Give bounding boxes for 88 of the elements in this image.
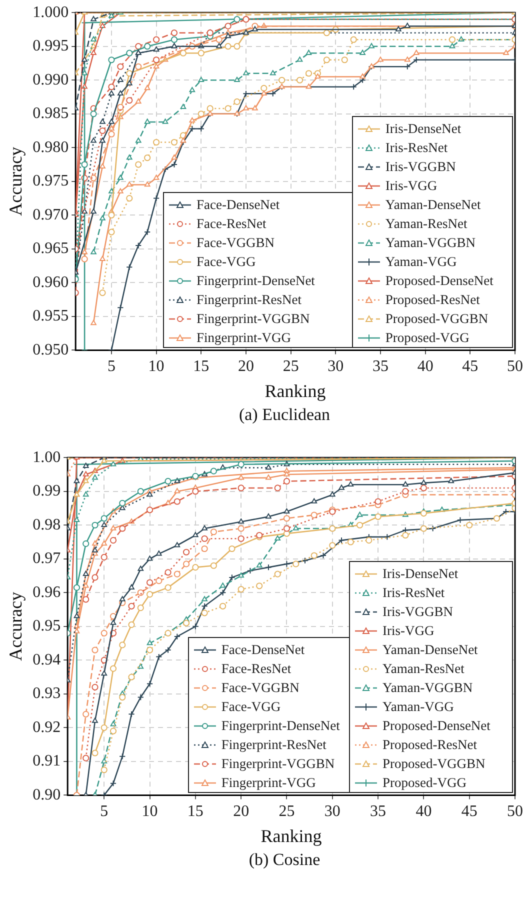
y-tick-label: 0.955 (32, 308, 69, 325)
x-tick-label: 10 (148, 358, 164, 376)
legend-label: Proposed-VGGBN (385, 310, 488, 327)
legend-label: Iris-DenseNet (382, 566, 458, 582)
legend-label: Proposed-ResNet (382, 736, 477, 753)
y-tick-label: 0.990 (32, 71, 69, 88)
legend-label: Yaman-VGGBN (385, 234, 476, 251)
y-tick-label: 1.000 (32, 4, 69, 21)
y-tick-label: 0.91 (32, 752, 61, 770)
legend-label: Yaman-VGGBN (382, 680, 473, 696)
legend-label: Face-DenseNet (221, 642, 305, 658)
legend-label: Yaman-DenseNet (385, 196, 481, 213)
x-tick-label: 35 (370, 803, 386, 820)
y-tick-label: 0.96 (32, 584, 61, 601)
legend-label: Proposed-VGGBN (382, 756, 486, 772)
y-tick-label: 0.995 (32, 38, 69, 55)
y-tick-label: 0.98 (32, 516, 61, 534)
legend-label: Proposed-VGG (385, 330, 470, 346)
x-tick-label: 40 (416, 803, 432, 820)
x-tick-label: 5 (107, 358, 116, 376)
y-tick-label: 0.97 (32, 550, 61, 568)
y-tick-label: 0.99 (32, 482, 61, 500)
legend-label: Iris-VGGBN (385, 158, 456, 175)
legend-label: Fingerprint-VGGBN (221, 756, 335, 772)
y-tick-label: 0.960 (32, 274, 69, 291)
y-tick-label: 0.965 (32, 240, 69, 258)
x-tick-label: 15 (193, 358, 210, 376)
y-tick-label: 0.95 (32, 618, 61, 635)
legend-label: Face-VGG (196, 254, 256, 270)
legend-label: Face-VGG (221, 698, 281, 715)
x-tick-label: 50 (507, 803, 523, 820)
y-tick-label: 0.92 (32, 718, 61, 736)
x-tick-label: 5 (100, 803, 108, 820)
x-tick-label: 15 (187, 803, 204, 820)
legend-label: Proposed-DenseNet (385, 272, 494, 289)
legend-label: Fingerprint-VGGBN (196, 310, 310, 327)
legend-label: Iris-DenseNet (385, 120, 462, 137)
y-tick-label: 0.950 (32, 341, 69, 358)
legend-label: Face-VGGBN (196, 234, 274, 251)
x-tick-label: 30 (328, 358, 344, 376)
x-tick-label: 30 (324, 803, 340, 820)
legend-label: Fingerprint-ResNet (196, 292, 302, 308)
y-tick-label: 0.975 (32, 172, 69, 190)
legend-label: Yaman-VGG (382, 698, 454, 715)
legend-label: Yaman-DenseNet (382, 642, 478, 658)
legend-label: Proposed-DenseNet (382, 718, 490, 734)
x-axis-title: Ranking (264, 380, 326, 401)
x-tick-label: 20 (238, 358, 254, 376)
legend-label: Yaman-ResNet (382, 660, 464, 677)
legend-label: Face-VGGBN (221, 680, 300, 696)
legend-label: Face-ResNet (221, 660, 292, 677)
y-tick-label: 0.93 (32, 685, 61, 702)
x-tick-label: 45 (462, 358, 478, 376)
y-tick-label: 0.90 (32, 786, 61, 804)
text: (a) Euclidean (238, 405, 332, 426)
x-tick-label: 40 (417, 358, 434, 376)
x-tick-label: 35 (372, 358, 388, 376)
x-tick-label: 25 (282, 358, 299, 376)
legend-label: Iris-ResNet (385, 140, 448, 156)
legend-label: Iris-ResNet (382, 584, 445, 601)
y-axis-title: Accuracy (6, 592, 26, 661)
legend-label: Proposed-VGG (382, 774, 466, 791)
text: (b) Cosine (248, 850, 322, 871)
y-tick-label: 0.94 (32, 651, 61, 668)
legend-label: Yaman-VGG (385, 254, 457, 270)
y-axis-title: Accuracy (6, 146, 26, 216)
legend-label: Iris-VGG (382, 622, 434, 639)
x-axis-title: Ranking (260, 826, 322, 846)
legend-label: Fingerprint-VGG (196, 330, 291, 346)
legend-label: Fingerprint-VGG (221, 774, 316, 791)
legend-label: Iris-VGGBN (382, 604, 453, 620)
x-tick-label: 20 (233, 803, 250, 820)
legend-label: Yaman-ResNet (385, 216, 468, 232)
legend-label: Iris-VGG (385, 178, 438, 194)
legend-label: Fingerprint-DenseNet (221, 718, 340, 734)
y-tick-label: 0.970 (32, 206, 69, 224)
x-tick-label: 10 (142, 803, 158, 820)
legend-label: Face-DenseNet (196, 196, 280, 213)
y-tick-label: 0.985 (32, 105, 69, 122)
legend-label: Face-ResNet (196, 216, 266, 232)
legend-label: Fingerprint-DenseNet (196, 272, 315, 289)
x-tick-label: 45 (461, 803, 478, 820)
legend-label: Fingerprint-ResNet (221, 736, 326, 753)
x-tick-label: 25 (278, 803, 295, 820)
x-tick-label: 50 (507, 358, 523, 376)
y-tick-label: 1.00 (32, 448, 61, 466)
y-tick-label: 0.980 (32, 138, 69, 156)
legend-label: Proposed-ResNet (385, 292, 480, 308)
